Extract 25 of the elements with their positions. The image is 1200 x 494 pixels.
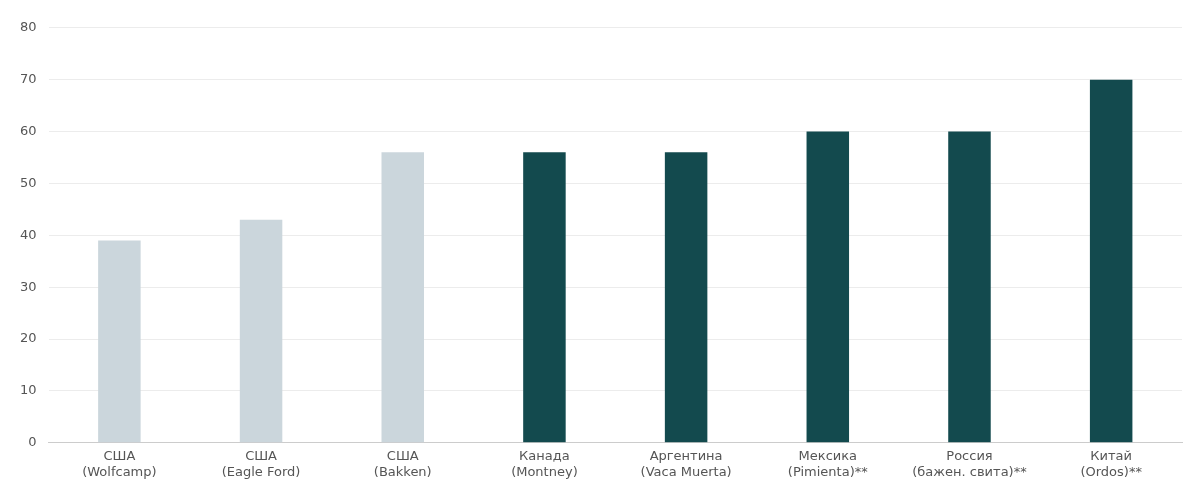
y-tick-label: 20 — [20, 330, 37, 346]
bar — [948, 131, 991, 443]
bar — [239, 219, 283, 443]
bar — [523, 152, 566, 443]
y-tick-label: 60 — [20, 122, 37, 138]
y-tick-label: 50 — [20, 174, 37, 190]
y-tick-label: 70 — [20, 71, 37, 87]
y-tick-label: 30 — [20, 278, 37, 294]
bar — [1089, 79, 1133, 443]
y-tick-label: 40 — [20, 226, 37, 242]
bar — [381, 152, 424, 443]
x-tick-label: Аргентина (Vaca Muerta) — [640, 447, 732, 479]
x-tick-label: США (Wolfcamp) — [82, 447, 157, 479]
bar — [98, 240, 141, 443]
x-tick-label: США (Bakken) — [373, 447, 432, 479]
x-tick-label: Мексика (Pimienta)** — [787, 447, 869, 479]
y-tick-label: 0 — [28, 434, 37, 450]
x-tick-label: Россия (бажен. свита)** — [912, 447, 1028, 479]
x-tick-label: Китай (Ordos)** — [1080, 447, 1143, 479]
bar — [806, 131, 850, 443]
y-tick-label: 10 — [20, 382, 37, 398]
bar — [664, 152, 708, 443]
x-tick-label: Канада (Montney) — [511, 447, 578, 479]
x-tick-label: США (Eagle Ford) — [221, 447, 301, 479]
y-tick-label: 80 — [20, 19, 37, 35]
